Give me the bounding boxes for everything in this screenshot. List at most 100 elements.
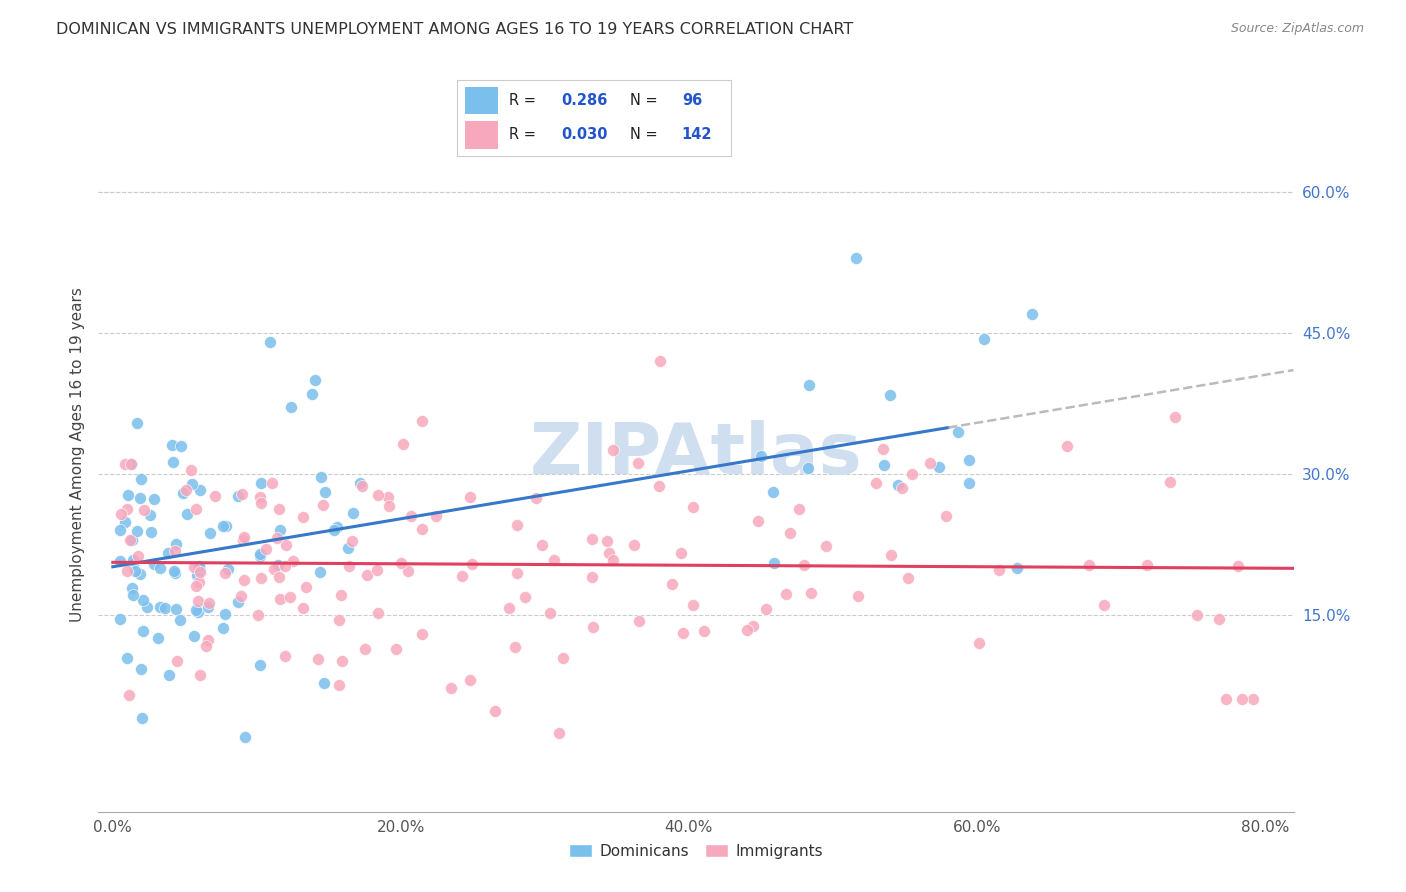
Point <box>166 654 188 668</box>
Point <box>524 491 547 506</box>
Point <box>312 498 335 512</box>
Point <box>249 476 271 491</box>
Point <box>143 491 166 506</box>
Point <box>143 557 166 571</box>
Point <box>214 607 236 622</box>
Point <box>543 552 565 566</box>
Point <box>200 526 222 541</box>
Point <box>274 649 297 664</box>
Point <box>120 457 142 471</box>
Point <box>396 565 419 579</box>
Point <box>349 475 371 490</box>
Point <box>165 543 187 558</box>
Point <box>314 485 336 500</box>
Point <box>378 499 401 513</box>
Point <box>172 486 194 500</box>
Point <box>761 484 783 499</box>
Point <box>595 534 617 549</box>
Y-axis label: Unemployment Among Ages 16 to 19 years: Unemployment Among Ages 16 to 19 years <box>69 287 84 623</box>
Point <box>775 587 797 601</box>
Point <box>267 502 290 516</box>
Point <box>118 688 141 702</box>
Point <box>188 566 211 580</box>
Point <box>292 510 315 524</box>
Point <box>865 476 887 491</box>
Point <box>249 548 271 562</box>
Point <box>228 489 250 503</box>
Point <box>1187 607 1209 622</box>
Point <box>249 658 271 673</box>
Point <box>139 524 162 539</box>
Point <box>127 416 149 430</box>
Point <box>120 533 142 547</box>
Point <box>440 681 463 695</box>
Point <box>129 662 152 676</box>
Point <box>763 557 786 571</box>
Point <box>121 533 143 548</box>
Point <box>198 596 221 610</box>
Point <box>184 501 207 516</box>
Point <box>165 537 187 551</box>
Point <box>460 557 482 571</box>
Point <box>602 553 624 567</box>
Point <box>309 565 332 579</box>
Point <box>385 641 408 656</box>
Point <box>399 508 422 523</box>
Point <box>186 568 208 582</box>
Point <box>249 490 271 504</box>
Point <box>648 354 671 368</box>
Text: ZIPAtlas: ZIPAtlas <box>530 420 862 490</box>
Point <box>250 571 273 585</box>
Point <box>957 453 980 467</box>
Text: R =: R = <box>509 128 540 143</box>
Point <box>160 438 183 452</box>
Point <box>117 487 139 501</box>
Point <box>197 600 219 615</box>
Point <box>307 652 329 666</box>
Point <box>918 457 941 471</box>
Point <box>215 518 238 533</box>
Point <box>669 546 692 560</box>
Point <box>891 481 914 495</box>
Point <box>742 619 765 633</box>
Point <box>946 425 969 440</box>
Point <box>108 612 131 626</box>
Point <box>128 566 150 581</box>
Legend: Dominicans, Immigrants: Dominicans, Immigrants <box>562 838 830 864</box>
Point <box>114 458 136 472</box>
Point <box>260 476 283 491</box>
Point <box>266 531 288 545</box>
Point <box>217 562 239 576</box>
Point <box>460 673 482 688</box>
Point <box>259 335 281 350</box>
FancyBboxPatch shape <box>465 121 498 149</box>
Point <box>973 331 995 345</box>
Point <box>254 541 277 556</box>
Point <box>598 546 620 560</box>
Point <box>301 387 323 401</box>
Point <box>134 502 156 516</box>
Point <box>183 629 205 643</box>
Point <box>170 439 193 453</box>
Point <box>108 554 131 568</box>
Point <box>800 586 823 600</box>
Point <box>148 599 170 614</box>
Text: R =: R = <box>509 94 540 108</box>
Point <box>280 400 302 414</box>
Point <box>249 549 271 563</box>
Point <box>1208 612 1230 626</box>
Point <box>125 524 148 539</box>
Point <box>987 563 1010 577</box>
Point <box>498 601 520 615</box>
Point <box>295 580 318 594</box>
Point <box>749 449 772 463</box>
Point <box>1092 598 1115 612</box>
Point <box>367 488 389 502</box>
Point <box>204 489 226 503</box>
Point <box>226 595 249 609</box>
Point <box>935 508 957 523</box>
Point <box>187 559 209 574</box>
Text: 0.286: 0.286 <box>561 94 607 108</box>
Point <box>337 559 360 574</box>
Point <box>879 388 901 402</box>
